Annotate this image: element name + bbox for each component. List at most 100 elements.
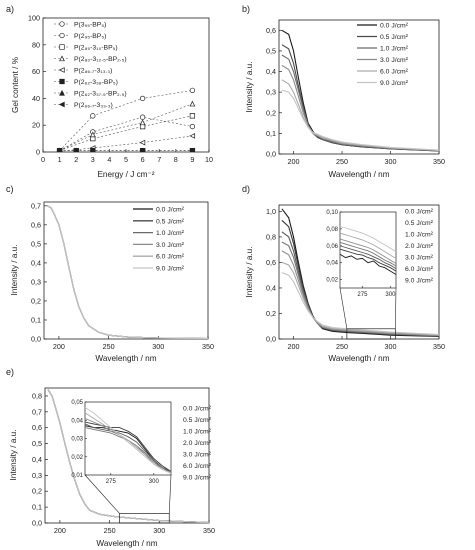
series-line <box>59 90 193 151</box>
y-tick-label: 0,6 <box>266 26 276 35</box>
x-axis-title: Wavelength / nm <box>96 539 157 548</box>
legend-marker <box>59 32 65 39</box>
legend-label: 1.0 J/cm² <box>380 46 409 53</box>
panel-label: b) <box>242 4 250 14</box>
panel-label: e) <box>6 367 14 377</box>
legend-label: 3.0 J/cm² <box>156 242 185 249</box>
legend-label: 2.0 J/cm² <box>183 440 212 447</box>
x-tick-label: 300 <box>385 157 397 166</box>
inset-x-tick-label: 275 <box>357 292 368 298</box>
legend-label: 0.5 J/cm² <box>405 220 434 227</box>
legend-marker <box>58 67 65 73</box>
y-tick-label: 0,3 <box>31 277 41 286</box>
y-tick-label: 1,0 <box>266 207 276 216</box>
plot-frame <box>43 201 209 340</box>
inset-x-tick-label: 300 <box>385 292 396 298</box>
y-tick-label: 0,2 <box>266 309 276 318</box>
x-tick-label: 3 <box>91 155 95 164</box>
legend-marker <box>59 89 65 96</box>
legend-label: 0.0 J/cm² <box>380 23 409 30</box>
legend: 0.0 J/cm² 0.5 J/cm² 1.0 J/cm² 3.0 J/cm² 6.0 … <box>357 23 409 87</box>
plot-frame <box>278 19 440 155</box>
series-line <box>47 389 209 523</box>
x-tick-label: 200 <box>54 526 66 535</box>
y-tick-label: 0 <box>36 148 40 157</box>
inset-chart: 275 300 0,01 0,02 0,03 0,04 0,05 <box>71 400 172 524</box>
legend: 0.0 J/cm² 0.5 J/cm² 1.0 J/cm² 3.0 J/cm² 6.0 … <box>133 207 185 273</box>
legend-marker <box>59 21 65 27</box>
x-tick-label: 350 <box>202 342 214 351</box>
data-point <box>89 147 96 152</box>
legend-label: 6.0 J/cm² <box>156 254 185 261</box>
x-tick-label: 5 <box>124 155 128 164</box>
legend-label: 6.0 J/cm² <box>183 463 212 470</box>
series-line <box>59 115 193 151</box>
y-tick-label: 40 <box>32 94 40 103</box>
zoom-connector <box>395 287 397 329</box>
x-tick-label: 350 <box>433 157 445 166</box>
panel-label: a) <box>6 4 14 14</box>
data-point <box>139 147 146 152</box>
x-tick-label: 300 <box>153 526 165 535</box>
y-tick-label: 0,6 <box>31 220 41 229</box>
x-tick-label: 200 <box>53 342 65 351</box>
legend-label: 0.5 J/cm² <box>156 218 185 225</box>
panel-label: d) <box>242 184 250 194</box>
y-tick-label: 0,1 <box>31 315 41 324</box>
series-line <box>281 272 439 336</box>
y-tick-label: 20 <box>32 121 40 130</box>
legend-label: 9.0 J/cm² <box>405 278 434 285</box>
series-line <box>281 79 439 151</box>
inset-series-group <box>340 225 396 275</box>
series-group <box>47 389 209 523</box>
data-point <box>139 114 146 120</box>
y-tick-label: 0,4 <box>32 455 42 464</box>
y-tick-label: 0,8 <box>266 232 276 241</box>
zoom-region-box <box>346 328 396 340</box>
y-tick-label: 0,4 <box>266 283 276 292</box>
series-group <box>281 208 439 337</box>
legend-label: P(2₆₂-3₃₇.₅-BP₂.₅) <box>74 91 127 98</box>
y-axis-title: Intensity / a.u. <box>245 247 254 298</box>
chart-panel-4: d) 200 250 300 350 0,0 0,2 0,4 0,6 0,8 1,0 Waveleng… <box>242 184 445 363</box>
x-axis-title: Energy / J cm⁻² <box>97 170 154 179</box>
legend-label: 0.0 J/cm² <box>183 406 212 413</box>
y-tick-label: 0,7 <box>32 407 42 416</box>
data-point <box>189 123 196 130</box>
legend-label: 9.0 J/cm² <box>380 80 409 87</box>
data-point <box>189 87 196 94</box>
y-axis-title: Gel content / % <box>11 57 20 113</box>
y-tick-label: 0,0 <box>266 150 276 159</box>
inset-y-tick-label: 0,01 <box>71 473 83 479</box>
legend-label: 9.0 J/cm² <box>156 266 185 273</box>
zoom-connector <box>339 287 348 329</box>
inset-series-line <box>340 248 396 272</box>
legend: 0.0 J/cm² 0.5 J/cm² 1.0 J/cm² 2.0 J/cm² 3.0 … <box>405 209 434 285</box>
legend-label: 0.5 J/cm² <box>183 417 212 424</box>
zoom-region-box <box>119 513 170 524</box>
legend-label: 6.0 J/cm² <box>405 266 434 273</box>
y-tick-label: 0,0 <box>266 335 276 344</box>
legend-label: 1.0 J/cm² <box>183 429 212 436</box>
legend-label: 0.0 J/cm² <box>156 207 185 214</box>
chart-panel-3: c) 200 250 300 350 0,0 0,1 0,2 0,3 0,4 0,5 0,6 0,7 Wa… <box>6 184 214 363</box>
inset-series-line <box>340 232 396 259</box>
y-axis-title: Intensity / a.u. <box>9 430 18 481</box>
inset-y-tick-label: 0,04 <box>326 261 338 267</box>
y-tick-label: 0,6 <box>266 258 276 267</box>
zoom-connector <box>84 474 120 514</box>
data-point <box>139 139 146 146</box>
legend-marker <box>59 55 65 62</box>
data-point <box>90 113 96 119</box>
x-tick-label: 250 <box>336 342 348 351</box>
y-tick-label: 80 <box>32 40 40 49</box>
x-tick-label: 7 <box>157 155 161 164</box>
y-tick-label: 0,1 <box>32 503 42 512</box>
y-tick-label: 0,8 <box>32 391 42 400</box>
chart-panel-5: e) 200 250 300 350 0,0 0,1 0,2 0,3 0,4 0,5 0,6 0,7 0,… <box>6 367 215 548</box>
x-tick-label: 350 <box>433 342 445 351</box>
x-tick-label: 9 <box>190 155 194 164</box>
x-tick-label: 250 <box>103 342 115 351</box>
data-point <box>89 131 96 138</box>
